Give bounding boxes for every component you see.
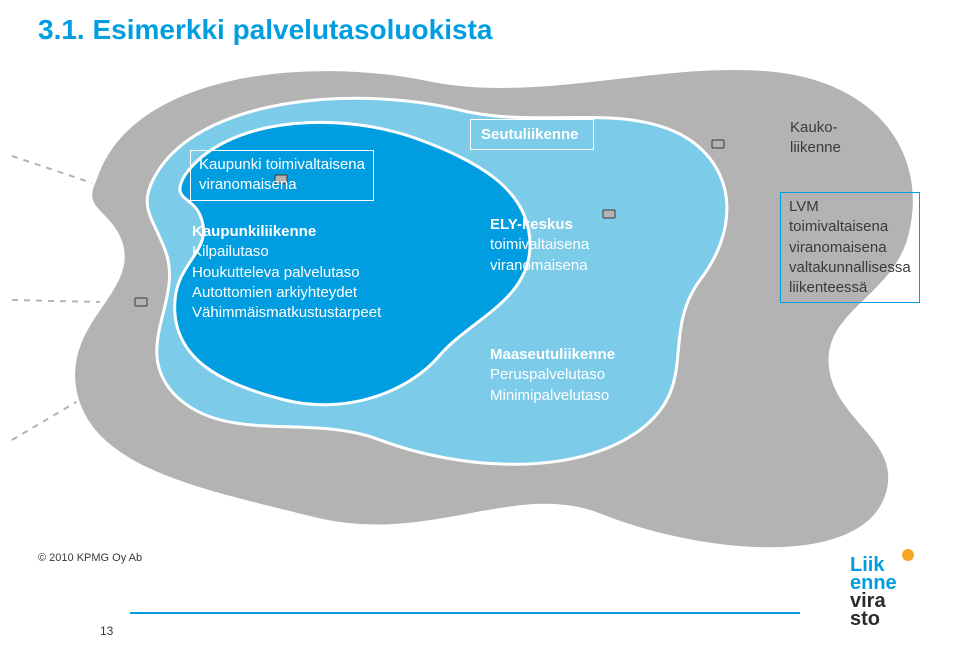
kaupunki-auth-l2: viranomaisena bbox=[199, 175, 365, 195]
lvm-l2: toimivaltaisena bbox=[789, 217, 911, 237]
lvm-l1: LVM bbox=[789, 197, 911, 217]
kauko-l2: liikenne bbox=[790, 138, 841, 158]
copyright-text: © 2010 KPMG Oy Ab bbox=[38, 552, 142, 564]
kaupunki-auth-l1: Kaupunki toimivaltaisena bbox=[199, 155, 365, 175]
kaupunkiliikenne-l3: Autottomien arkiyhteydet bbox=[192, 283, 381, 303]
ely-l3: viranomaisena bbox=[490, 256, 589, 276]
maaseutu-l1: Peruspalvelutaso bbox=[490, 365, 615, 385]
page-number: 13 bbox=[100, 624, 113, 638]
kaupunkiliikenne-block: Kaupunkiliikenne Kilpailutaso Houkuttele… bbox=[192, 222, 381, 323]
kaupunkiliikenne-l4: Vähimmäismatkustustarpeet bbox=[192, 303, 381, 323]
lvm-l4: valtakunnallisessa bbox=[789, 258, 911, 278]
ely-auth-block: ELY-keskus toimivaltaisena viranomaisena bbox=[490, 215, 589, 276]
kaupunkiliikenne-l2: Houkutteleva palvelutaso bbox=[192, 263, 381, 283]
lvm-block: LVM toimivaltaisena viranomaisena valtak… bbox=[780, 192, 920, 303]
kaupunki-auth-box: Kaupunki toimivaltaisena viranomaisena bbox=[190, 150, 374, 201]
seutu-block: Seutuliikenne bbox=[470, 125, 594, 145]
maaseutu-block: Maaseutuliikenne Peruspalvelutaso Minimi… bbox=[490, 345, 615, 406]
liikennevirasto-logo: Liik enne vira sto bbox=[836, 547, 926, 638]
seutu-hdr: Seutuliikenne bbox=[470, 119, 594, 150]
maaseutu-l2: Minimipalvelutaso bbox=[490, 386, 615, 406]
kaupunkiliikenne-l1: Kilpailutaso bbox=[192, 242, 381, 262]
lvm-l3: viranomaisena bbox=[789, 238, 911, 258]
kauko-l1: Kauko- bbox=[790, 118, 841, 138]
svg-text:sto: sto bbox=[850, 608, 880, 630]
footer-rule bbox=[130, 612, 800, 614]
diagram-blobs bbox=[0, 0, 960, 660]
ely-l1: ELY-keskus bbox=[490, 215, 589, 235]
kauko-block: Kauko- liikenne bbox=[790, 118, 841, 159]
maaseutu-hdr: Maaseutuliikenne bbox=[490, 345, 615, 365]
ely-l2: toimivaltaisena bbox=[490, 235, 589, 255]
kaupunkiliikenne-hdr: Kaupunkiliikenne bbox=[192, 222, 381, 242]
lvm-l5: liikenteessä bbox=[789, 278, 911, 298]
